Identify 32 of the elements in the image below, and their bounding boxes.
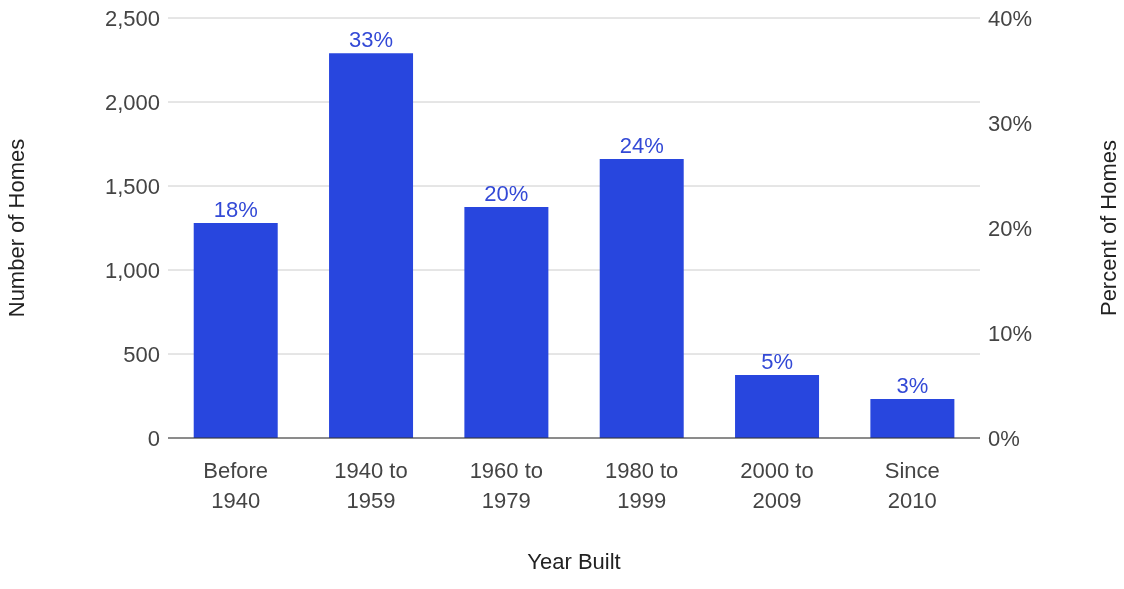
y2-tick-label: 40% xyxy=(988,5,1033,31)
x-tick-label: 1980 to 1999 xyxy=(604,458,679,513)
y-tick-label: 500 xyxy=(123,341,160,367)
y2-axis-title: Percent of Homes xyxy=(1095,139,1121,317)
annotation: 20% xyxy=(484,181,529,206)
y-tick-label: 0 xyxy=(147,425,160,451)
y2-tick-label: 10% xyxy=(988,320,1033,346)
annotation: 18% xyxy=(213,196,258,222)
x-tick-label: Before 1940 xyxy=(203,458,269,513)
y2-tick-label: 0% xyxy=(988,425,1020,451)
x-tick-label: 1940 to 1959 xyxy=(334,458,408,513)
y-tick-label: 1,000 xyxy=(104,257,160,283)
y2-tick-label: 20% xyxy=(988,215,1033,241)
x-tick-label: Since 2010 xyxy=(884,458,940,513)
bar xyxy=(193,222,278,438)
bar xyxy=(599,159,684,438)
y-tick-label: 1,500 xyxy=(104,173,160,199)
bar xyxy=(870,399,955,438)
annotation: 3% xyxy=(896,373,929,399)
x-tick-label: 2000 to 2009 xyxy=(740,458,814,513)
annotation: 33% xyxy=(349,27,394,53)
y2-tick-label: 30% xyxy=(988,110,1033,136)
y-tick-label: 2,000 xyxy=(104,89,160,115)
bar xyxy=(464,207,549,438)
y-tick-label: 2,500 xyxy=(104,5,160,31)
x-axis-title: Year Built xyxy=(527,549,621,574)
y-axis-title: Number of Homes xyxy=(3,138,29,318)
annotation: 24% xyxy=(619,133,664,159)
bar xyxy=(735,375,820,438)
annotation: 5% xyxy=(761,349,793,374)
bar xyxy=(329,53,414,438)
x-tick-label: 1960 to 1979 xyxy=(469,458,544,513)
